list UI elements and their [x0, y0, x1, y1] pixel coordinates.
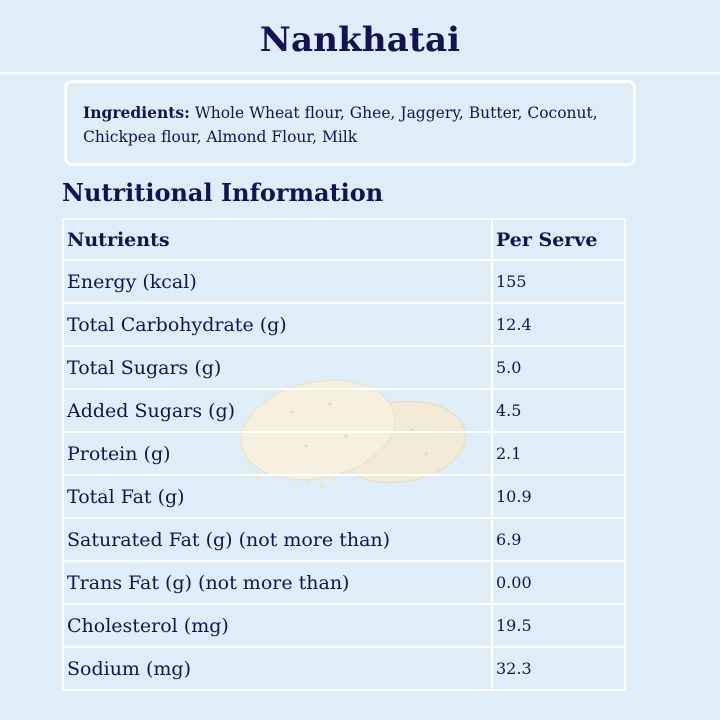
- nutrient-name: Sodium (mg): [62, 646, 493, 691]
- table-row: Energy (kcal) 155: [62, 259, 626, 304]
- nutrient-name: Total Fat (g): [62, 474, 493, 519]
- table-row: Total Sugars (g) 5.0: [62, 345, 626, 390]
- ingredients-label: Ingredients:: [83, 103, 190, 122]
- table-row: Trans Fat (g) (not more than) 0.00: [62, 560, 626, 605]
- nutrient-value: 2.1: [491, 431, 626, 476]
- nutrient-value: 5.0: [491, 345, 626, 390]
- table-row: Protein (g) 2.1: [62, 431, 626, 476]
- nutrient-name: Trans Fat (g) (not more than): [62, 560, 493, 605]
- table-row: Added Sugars (g) 4.5: [62, 388, 626, 433]
- table-row: Sodium (mg) 32.3: [62, 646, 626, 691]
- ingredients-text: Whole Wheat flour, Ghee, Jaggery, Butter…: [83, 104, 598, 146]
- nutrient-value: 32.3: [491, 646, 626, 691]
- nutrient-value: 6.9: [491, 517, 626, 562]
- column-header-per-serve: Per Serve: [491, 218, 626, 261]
- table-row: Total Carbohydrate (g) 12.4: [62, 302, 626, 347]
- nutrient-value: 12.4: [491, 302, 626, 347]
- nutrient-name: Protein (g): [62, 431, 493, 476]
- nutrient-value: 4.5: [491, 388, 626, 433]
- nutrient-value: 155: [491, 259, 626, 304]
- nutrient-name: Energy (kcal): [62, 259, 493, 304]
- table-row: Total Fat (g) 10.9: [62, 474, 626, 519]
- table-header-row: Nutrients Per Serve: [62, 218, 626, 261]
- table-row: Saturated Fat (g) (not more than) 6.9: [62, 517, 626, 562]
- nutrient-name: Total Carbohydrate (g): [62, 302, 493, 347]
- ingredients-box: Ingredients: Whole Wheat flour, Ghee, Ja…: [64, 80, 636, 166]
- table-row: Cholesterol (mg) 19.5: [62, 603, 626, 648]
- nutrient-value: 19.5: [491, 603, 626, 648]
- nutrient-name: Total Sugars (g): [62, 345, 493, 390]
- nutrient-value: 0.00: [491, 560, 626, 605]
- nutrition-heading: Nutritional Information: [62, 178, 384, 207]
- nutrient-name: Cholesterol (mg): [62, 603, 493, 648]
- nutrition-table: Nutrients Per Serve Energy (kcal) 155 To…: [62, 218, 626, 691]
- column-header-nutrients: Nutrients: [62, 218, 493, 261]
- title-band: Nankhatai: [0, 0, 720, 74]
- page-title: Nankhatai: [259, 20, 461, 60]
- nutrient-name: Saturated Fat (g) (not more than): [62, 517, 493, 562]
- nutrient-value: 10.9: [491, 474, 626, 519]
- nutrient-name: Added Sugars (g): [62, 388, 493, 433]
